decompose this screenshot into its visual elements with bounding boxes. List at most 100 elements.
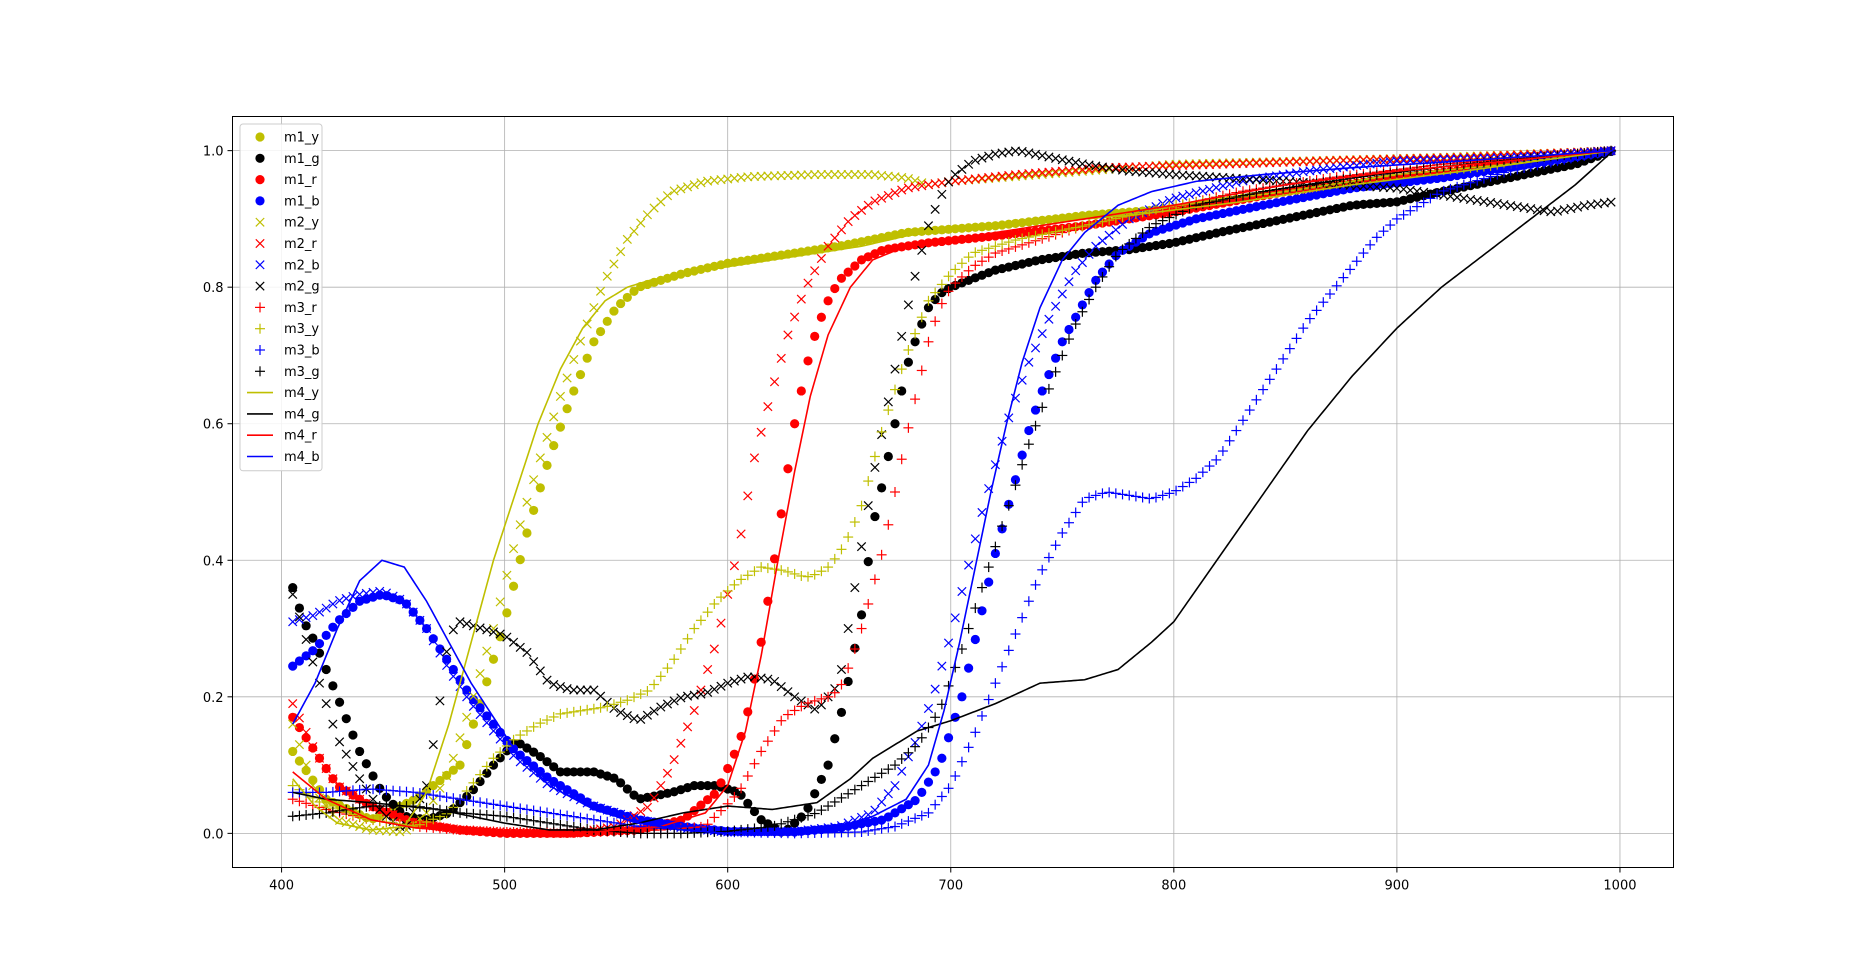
data-point xyxy=(322,631,331,640)
data-point xyxy=(884,452,893,461)
data-point xyxy=(716,778,725,787)
data-point xyxy=(429,634,438,643)
data-point xyxy=(917,788,926,797)
x-tick-label: 400 xyxy=(269,879,294,894)
data-point xyxy=(342,714,351,723)
x-tick-label: 900 xyxy=(1384,879,1409,894)
data-point xyxy=(870,512,879,521)
data-point xyxy=(1038,386,1047,395)
data-point xyxy=(576,370,585,379)
data-point xyxy=(569,386,578,395)
legend-label: m3_y xyxy=(284,322,319,337)
data-point xyxy=(308,646,317,655)
data-point xyxy=(596,327,605,336)
data-point xyxy=(810,332,819,341)
data-point xyxy=(549,441,558,450)
data-point xyxy=(348,730,357,739)
data-point xyxy=(971,635,980,644)
data-point xyxy=(556,423,565,432)
data-point xyxy=(315,639,324,648)
data-point xyxy=(302,766,311,775)
legend-label: m3_r xyxy=(284,301,317,316)
data-point xyxy=(583,354,592,363)
data-point xyxy=(536,483,545,492)
legend-label: m4_b xyxy=(284,450,320,465)
data-point xyxy=(529,506,538,515)
data-point xyxy=(723,764,732,773)
data-point xyxy=(803,356,812,365)
data-point xyxy=(335,698,344,707)
legend-label: m4_g xyxy=(284,407,320,422)
legend-marker-swatch xyxy=(255,132,264,141)
legend-label: m3_g xyxy=(284,365,320,380)
legend-label: m3_b xyxy=(284,344,320,359)
legend-marker-swatch xyxy=(255,175,264,184)
data-point xyxy=(1018,451,1027,460)
data-point xyxy=(857,610,866,619)
data-point xyxy=(904,358,913,367)
x-tick-label: 700 xyxy=(938,879,963,894)
data-point xyxy=(516,555,525,564)
data-point xyxy=(562,404,571,413)
data-point xyxy=(890,419,899,428)
y-tick-label: 0.4 xyxy=(203,554,224,569)
data-point xyxy=(944,733,953,742)
data-point xyxy=(589,337,598,346)
x-tick-label: 800 xyxy=(1161,879,1186,894)
data-point xyxy=(489,655,498,664)
data-point xyxy=(823,296,832,305)
data-point xyxy=(964,664,973,673)
y-tick-label: 0.6 xyxy=(203,418,224,433)
data-point xyxy=(957,692,966,701)
data-point xyxy=(937,754,946,763)
legend: m1_ym1_gm1_rm1_bm2_ym2_rm2_bm2_gm3_rm3_y… xyxy=(240,124,322,471)
legend-marker-swatch xyxy=(255,196,264,205)
legend-label: m2_r xyxy=(284,237,317,252)
data-point xyxy=(308,776,317,785)
legend-label: m2_y xyxy=(284,216,319,231)
x-tick-label: 600 xyxy=(715,879,740,894)
legend-label: m1_r xyxy=(284,173,317,188)
data-point xyxy=(817,775,826,784)
legend-label: m2_g xyxy=(284,280,320,295)
y-tick-label: 0.8 xyxy=(203,281,224,296)
data-point xyxy=(877,483,886,492)
data-point xyxy=(777,509,786,518)
legend-label: m1_b xyxy=(284,194,320,209)
data-point xyxy=(810,789,819,798)
data-point xyxy=(1064,325,1073,334)
data-point xyxy=(609,306,618,315)
data-point xyxy=(522,528,531,537)
legend-label: m4_r xyxy=(284,429,317,444)
data-point xyxy=(603,317,612,326)
y-tick-label: 0.2 xyxy=(203,691,224,706)
data-point xyxy=(864,557,873,566)
data-point xyxy=(362,759,371,768)
data-point xyxy=(328,681,337,690)
data-point xyxy=(1024,426,1033,435)
y-tick-label: 0.0 xyxy=(203,827,224,842)
data-point xyxy=(295,603,304,612)
data-point xyxy=(502,608,511,617)
data-point xyxy=(830,734,839,743)
data-point xyxy=(830,284,839,293)
data-point xyxy=(322,665,331,674)
data-point xyxy=(355,747,364,756)
data-point xyxy=(783,464,792,473)
x-tick-label: 1000 xyxy=(1603,879,1636,894)
data-point xyxy=(984,578,993,587)
data-point xyxy=(308,743,317,752)
data-point xyxy=(897,386,906,395)
legend-label: m1_g xyxy=(284,152,320,167)
data-point xyxy=(837,708,846,717)
data-point xyxy=(790,419,799,428)
legend-marker-swatch xyxy=(255,154,264,163)
legend-label: m4_y xyxy=(284,386,319,401)
x-tick-label: 500 xyxy=(492,879,517,894)
data-point xyxy=(797,386,806,395)
y-tick-label: 1.0 xyxy=(203,145,224,160)
data-point xyxy=(482,677,491,686)
data-point xyxy=(910,796,919,805)
legend-label: m1_y xyxy=(284,131,319,146)
